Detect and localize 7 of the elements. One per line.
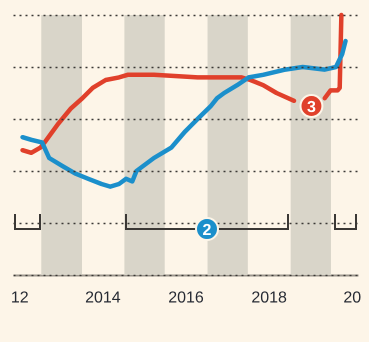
x-tick-label: 12 [10,290,29,306]
x-tick-label: 20 [343,290,362,306]
x-tick-label: 2018 [251,290,288,306]
annotation: 3 [306,99,316,116]
annotation: 2 [202,222,212,239]
x-tick-label: 2016 [168,290,204,306]
x-tick-label: 2014 [85,290,121,306]
